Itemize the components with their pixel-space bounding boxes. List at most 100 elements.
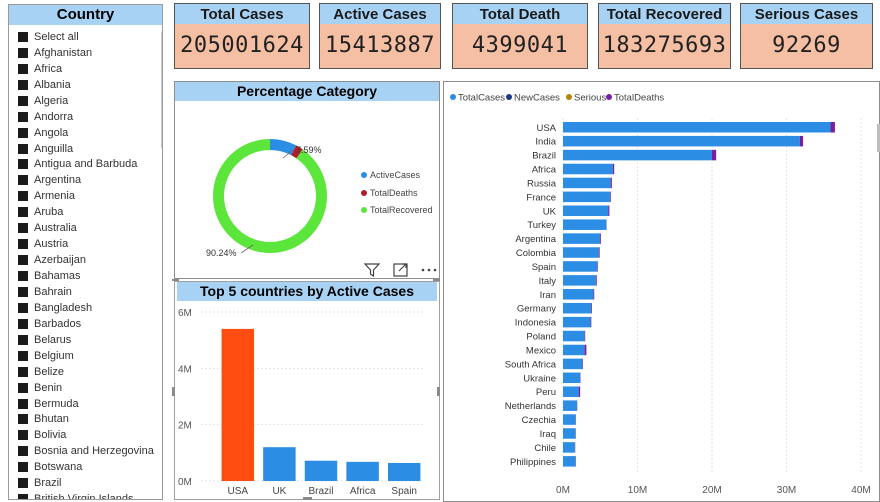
more-options-icon[interactable] xyxy=(420,263,438,277)
slicer-item[interactable]: Botswana xyxy=(18,459,153,475)
checkbox-icon[interactable] xyxy=(18,127,28,138)
slicer-item[interactable]: Andorra xyxy=(18,109,153,125)
bar-africa[interactable] xyxy=(346,461,379,481)
slicer-item[interactable]: Belgium xyxy=(18,348,153,364)
bar-total-deaths[interactable] xyxy=(609,191,611,203)
bar-total-cases[interactable] xyxy=(563,386,579,397)
resize-handle-left[interactable] xyxy=(172,387,175,396)
bar-total-deaths[interactable] xyxy=(799,135,804,147)
slicer-item[interactable]: Azerbaijan xyxy=(18,252,153,268)
checkbox-icon[interactable] xyxy=(18,271,28,282)
bar-total-cases[interactable] xyxy=(563,400,578,411)
slicer-item[interactable]: Angola xyxy=(18,125,153,141)
slicer-item[interactable]: Bhutan xyxy=(18,412,153,428)
slicer-item[interactable]: Albania xyxy=(18,77,153,93)
bar-total-cases[interactable] xyxy=(563,149,712,161)
checkbox-icon[interactable] xyxy=(18,446,28,457)
slicer-item[interactable]: Australia xyxy=(18,220,153,236)
bar-total-deaths[interactable] xyxy=(597,261,598,272)
bar-total-deaths[interactable] xyxy=(610,177,612,189)
chart-scrollbar[interactable] xyxy=(877,124,880,152)
checkbox-icon[interactable] xyxy=(18,366,28,377)
bar-brazil[interactable] xyxy=(304,460,338,481)
bar-total-deaths[interactable] xyxy=(712,149,717,161)
bar-total-cases[interactable] xyxy=(563,456,576,467)
checkbox-icon[interactable] xyxy=(18,223,28,234)
checkbox-icon[interactable] xyxy=(18,350,28,361)
resize-handle-top-left[interactable] xyxy=(172,279,179,281)
slicer-item[interactable]: Argentina xyxy=(18,172,153,188)
slicer-item[interactable]: Africa xyxy=(18,61,153,77)
bar-total-deaths[interactable] xyxy=(593,289,595,300)
bar-total-deaths[interactable] xyxy=(590,316,592,328)
bar-total-deaths[interactable] xyxy=(591,302,592,314)
bar-total-deaths[interactable] xyxy=(612,163,615,175)
slicer-item[interactable]: Anguilla xyxy=(18,141,153,157)
bar-total-deaths[interactable] xyxy=(608,205,610,217)
slicer-item[interactable]: Bermuda xyxy=(18,396,153,412)
slicer-item[interactable]: British Virgin Islands xyxy=(18,491,153,499)
donut-slice-recovered[interactable] xyxy=(213,139,327,253)
bar-total-deaths[interactable] xyxy=(578,386,581,397)
checkbox-icon[interactable] xyxy=(18,414,28,425)
bar-total-deaths[interactable] xyxy=(598,247,600,258)
bar-total-cases[interactable] xyxy=(563,372,581,384)
slicer-item[interactable]: Benin xyxy=(18,380,153,396)
bar-total-cases[interactable] xyxy=(563,233,601,244)
bar-total-cases[interactable] xyxy=(563,442,575,453)
checkbox-icon[interactable] xyxy=(18,111,28,122)
checkbox-icon[interactable] xyxy=(18,63,28,74)
bar-total-deaths[interactable] xyxy=(830,122,835,133)
bar-total-cases[interactable] xyxy=(563,316,591,328)
bar-total-cases[interactable] xyxy=(563,289,594,300)
bar-total-cases[interactable] xyxy=(563,428,576,439)
checkbox-icon[interactable] xyxy=(18,255,28,266)
bar-usa[interactable] xyxy=(221,328,255,481)
slicer-item[interactable]: Austria xyxy=(18,236,153,252)
checkbox-icon[interactable] xyxy=(18,79,28,90)
bar-total-cases[interactable] xyxy=(563,275,596,286)
checkbox-icon[interactable] xyxy=(18,462,28,473)
filter-icon[interactable] xyxy=(364,263,380,277)
slicer-item[interactable]: Brazil xyxy=(18,475,153,491)
slicer-item[interactable]: Bahrain xyxy=(18,284,153,300)
slicer-item[interactable]: Bosnia and Herzegovina xyxy=(18,443,154,459)
slicer-item[interactable]: Bangladesh xyxy=(18,300,153,316)
slicer-item[interactable]: Armenia xyxy=(18,188,153,204)
focus-mode-icon[interactable] xyxy=(393,263,409,277)
slicer-item[interactable]: Afghanistan xyxy=(18,45,153,61)
resize-handle-top-right[interactable] xyxy=(433,279,440,281)
slicer-item[interactable]: Belarus xyxy=(18,332,153,348)
slicer-item[interactable]: Aruba xyxy=(18,204,153,220)
bar-total-cases[interactable] xyxy=(563,261,598,272)
bar-total-deaths[interactable] xyxy=(595,275,597,286)
checkbox-icon[interactable] xyxy=(18,334,28,345)
bar-total-cases[interactable] xyxy=(563,247,599,258)
checkbox-icon[interactable] xyxy=(18,382,28,393)
resize-handle-right[interactable] xyxy=(437,387,440,396)
bar-total-cases[interactable] xyxy=(563,414,576,425)
bar-total-cases[interactable] xyxy=(563,302,592,314)
slicer-item[interactable]: Antigua and Barbuda xyxy=(18,157,153,173)
bar-total-deaths[interactable] xyxy=(584,344,587,356)
slicer-item[interactable]: Algeria xyxy=(18,93,153,109)
slicer-item[interactable]: Belize xyxy=(18,364,153,380)
bar-total-cases[interactable] xyxy=(563,163,613,175)
bar-total-cases[interactable] xyxy=(563,122,831,133)
bar-total-cases[interactable] xyxy=(563,344,585,356)
slicer-item[interactable]: Select all xyxy=(18,29,153,45)
checkbox-icon[interactable] xyxy=(18,302,28,313)
bar-total-cases[interactable] xyxy=(563,191,610,203)
resize-handle-bottom[interactable] xyxy=(303,497,312,500)
checkbox-icon[interactable] xyxy=(18,175,28,186)
donut-slice-active[interactable] xyxy=(270,139,297,156)
checkbox-icon[interactable] xyxy=(18,143,28,154)
bar-total-cases[interactable] xyxy=(563,135,800,147)
checkbox-icon[interactable] xyxy=(18,239,28,250)
checkbox-icon[interactable] xyxy=(18,47,28,58)
bar-total-cases[interactable] xyxy=(563,177,611,189)
checkbox-icon[interactable] xyxy=(18,191,28,202)
checkbox-icon[interactable] xyxy=(18,286,28,297)
slicer-scrollbar[interactable] xyxy=(161,31,162,149)
checkbox-icon[interactable] xyxy=(18,398,28,409)
